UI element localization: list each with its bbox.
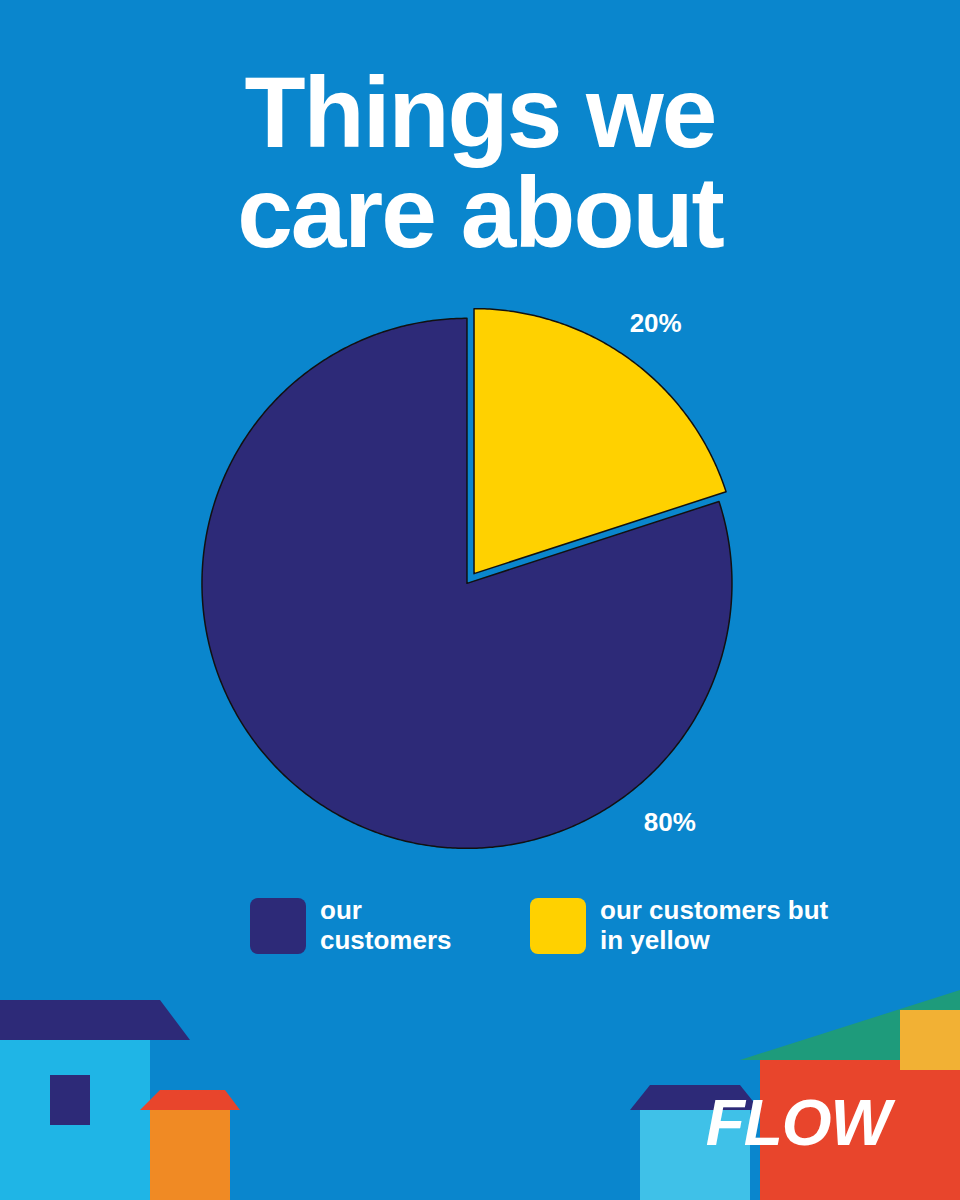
html-text:our customers but in yellow: our customers but in yellow (600, 895, 829, 955)
html-text:Things we care about: Things we care about (237, 56, 723, 268)
html-text:FLOW: FLOW (705, 1087, 890, 1159)
svg-text:20%: 20% (630, 308, 682, 338)
html-text:our customers: our customers (320, 895, 452, 955)
svg-text:80%: 80% (644, 807, 696, 837)
